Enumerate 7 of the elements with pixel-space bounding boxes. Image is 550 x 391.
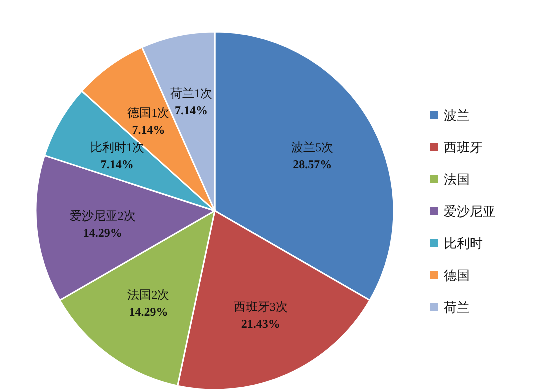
- legend-label: 西班牙: [444, 140, 483, 155]
- legend-label: 爱沙尼亚: [444, 204, 496, 219]
- legend-label: 波兰: [444, 108, 470, 123]
- legend-label: 荷兰: [444, 300, 470, 315]
- legend-label: 比利时: [444, 236, 483, 251]
- legend-label: 法国: [444, 172, 470, 187]
- legend-label: 德国: [444, 268, 470, 283]
